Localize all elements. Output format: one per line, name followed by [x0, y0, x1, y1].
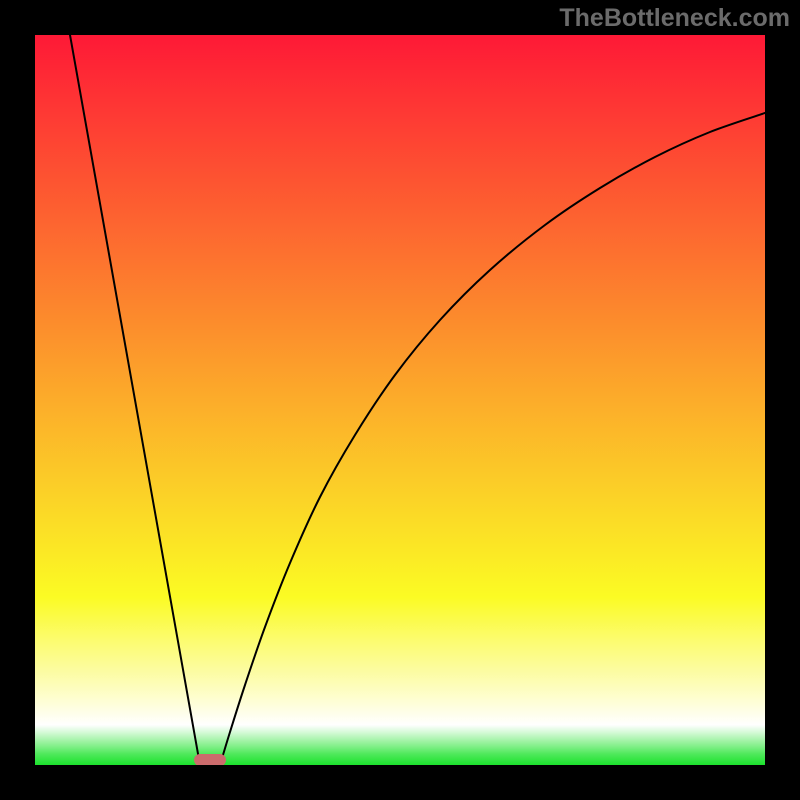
chart-container: TheBottleneck.com: [0, 0, 800, 800]
bottleneck-curve: [35, 35, 765, 765]
watermark-text: TheBottleneck.com: [559, 4, 790, 33]
plot-area: [35, 35, 765, 765]
minimum-marker: [194, 754, 226, 765]
